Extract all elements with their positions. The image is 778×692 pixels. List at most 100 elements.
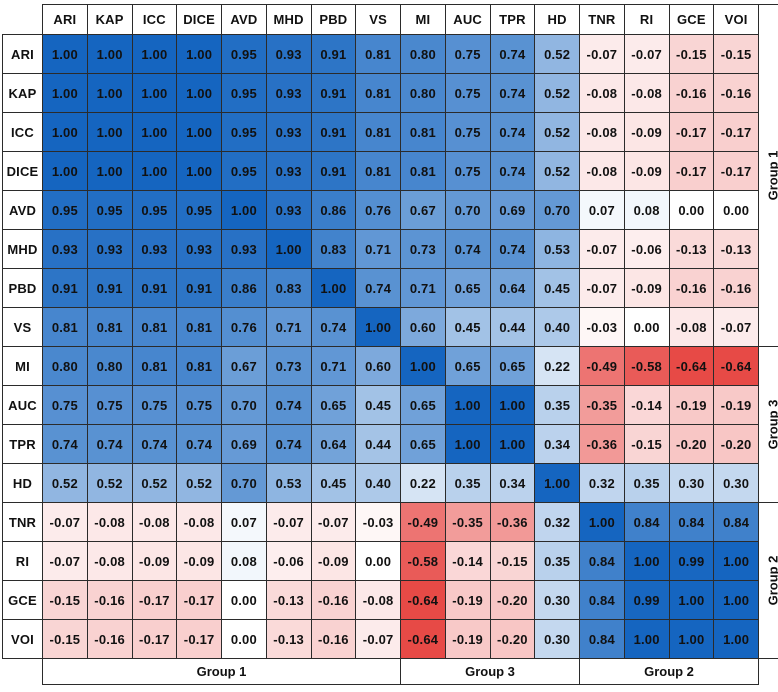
column-header: ICC [131,4,178,35]
heatmap-cell: 0.86 [221,268,267,308]
heatmap-cell: 0.00 [221,619,267,659]
heatmap-cell: 0.74 [489,229,536,269]
heatmap-cell: -0.03 [355,502,401,542]
heatmap-cell: 0.52 [176,463,222,503]
heatmap-cell: 0.80 [42,346,88,386]
heatmap-cell: -0.07 [713,307,759,347]
heatmap-cell: 1.00 [176,151,222,191]
heatmap-cell: 0.65 [444,268,491,308]
heatmap-cell: 0.81 [400,112,446,152]
heatmap-cell: 0.91 [310,151,357,191]
heatmap-cell: 0.52 [86,463,133,503]
heatmap-cell: 0.74 [489,34,536,74]
heatmap-cell: -0.07 [42,502,88,542]
heatmap-cell: 0.73 [265,346,312,386]
heatmap-cell: 0.00 [668,190,715,230]
heatmap-cell: -0.17 [668,151,715,191]
heatmap-cell: 1.00 [176,73,222,113]
heatmap-cell: 0.74 [176,424,222,464]
heatmap-cell: 0.95 [221,151,267,191]
heatmap-cell: 0.60 [400,307,446,347]
heatmap-cell: 0.75 [444,34,491,74]
heatmap-cell: -0.09 [623,112,670,152]
heatmap-cell: 1.00 [42,151,88,191]
heatmap-cell: -0.14 [444,541,491,581]
heatmap-cell: 1.00 [713,541,759,581]
heatmap-cell: -0.07 [310,502,357,542]
heatmap-cell: 0.93 [42,229,88,269]
heatmap-cell: -0.58 [400,541,446,581]
heatmap-cell: 0.35 [534,385,580,425]
column-header: AUC [444,4,491,35]
heatmap-cell: 0.30 [534,619,580,659]
heatmap-cell: 0.65 [310,385,357,425]
heatmap-cell: -0.07 [265,502,312,542]
heatmap-cell: 0.45 [444,307,491,347]
heatmap-cell: 0.95 [221,34,267,74]
heatmap-cell: 0.07 [579,190,625,230]
heatmap-cell: 0.30 [713,463,759,503]
row-header: KAP [2,73,43,113]
heatmap-cell: -0.17 [713,151,759,191]
heatmap-cell: 0.69 [221,424,267,464]
group-label-bottom: Group 3 [400,658,580,685]
heatmap-cell: -0.15 [42,619,88,659]
heatmap-cell: 0.45 [310,463,357,503]
heatmap-cell: -0.17 [668,112,715,152]
column-header: TPR [489,4,536,35]
heatmap-cell: 0.45 [534,268,580,308]
heatmap-cell: -0.09 [131,541,178,581]
heatmap-cell: 0.74 [444,229,491,269]
heatmap-cell: -0.17 [176,619,222,659]
column-header: GCE [668,4,715,35]
row-header: RI [2,541,43,581]
heatmap-cell: 0.81 [355,151,401,191]
heatmap-cell: 0.91 [131,268,178,308]
heatmap-cell: -0.09 [310,541,357,581]
heatmap-cell: 1.00 [131,73,178,113]
heatmap-cell: 0.52 [534,151,580,191]
heatmap-cell: 1.00 [86,112,133,152]
heatmap-cell: 0.32 [534,502,580,542]
heatmap-cell: -0.49 [579,346,625,386]
heatmap-cell: -0.06 [623,229,670,269]
row-header: ICC [2,112,43,152]
heatmap-cell: -0.08 [668,307,715,347]
heatmap-cell: 0.91 [176,268,222,308]
heatmap-cell: -0.36 [489,502,536,542]
heatmap-cell: 0.35 [534,541,580,581]
heatmap-cell: 0.81 [355,34,401,74]
heatmap-cell: 0.95 [86,190,133,230]
heatmap-cell: 1.00 [400,346,446,386]
heatmap-cell: -0.09 [623,151,670,191]
heatmap-cell: 0.34 [489,463,536,503]
heatmap-cell: 1.00 [623,541,670,581]
heatmap-cell: -0.08 [86,541,133,581]
column-header: VOI [713,4,759,35]
heatmap-cell: 0.52 [42,463,88,503]
heatmap-cell: -0.17 [713,112,759,152]
heatmap-cell: 0.81 [400,151,446,191]
row-header: AUC [2,385,43,425]
heatmap-cell: 0.70 [221,385,267,425]
heatmap-cell: 0.00 [221,580,267,620]
heatmap-cell: 0.00 [623,307,670,347]
heatmap-cell: 0.95 [131,190,178,230]
heatmap-cell: 0.91 [310,73,357,113]
heatmap-cell: -0.20 [713,424,759,464]
heatmap-cell: -0.07 [579,268,625,308]
heatmap-cell: 1.00 [265,229,312,269]
heatmap-cell: 0.08 [623,190,670,230]
heatmap-cell: -0.16 [668,268,715,308]
heatmap-cell: 1.00 [310,268,357,308]
heatmap-cell: -0.15 [489,541,536,581]
heatmap-cell: 0.81 [176,307,222,347]
column-header: VS [355,4,401,35]
row-header: VOI [2,619,43,659]
heatmap-cell: 0.35 [623,463,670,503]
heatmap-cell: 0.69 [489,190,536,230]
heatmap-cell: 0.80 [400,34,446,74]
heatmap-cell: -0.13 [713,229,759,269]
heatmap-cell: 0.65 [489,346,536,386]
heatmap-cell: -0.64 [400,619,446,659]
